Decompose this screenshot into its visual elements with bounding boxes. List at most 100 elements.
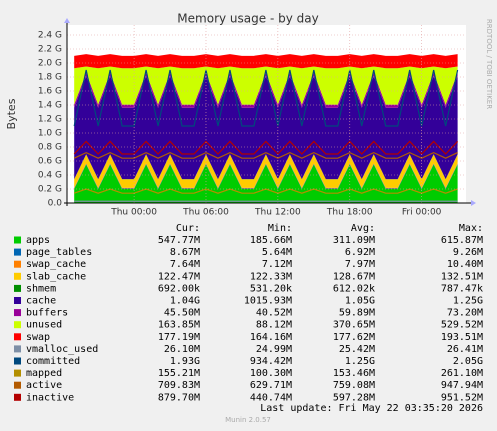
legend-stat: 7.12M	[262, 259, 292, 270]
legend-stat: 25.42M	[339, 344, 375, 355]
legend-stat: 177.62M	[333, 332, 375, 343]
legend-swatch	[14, 333, 21, 341]
legend-stat: 759.08M	[333, 380, 375, 391]
y-axis-label: Bytes	[5, 98, 18, 129]
legend-stat: 547.77M	[158, 235, 200, 246]
legend-swatch	[14, 236, 21, 244]
legend-stat: 440.74M	[250, 392, 292, 403]
legend-entry: unused	[26, 320, 62, 331]
area-swap	[74, 54, 458, 69]
y-tick-label: 1.2 G	[38, 115, 62, 125]
legend-stat: 529.52M	[441, 320, 483, 331]
legend-swatch	[14, 369, 21, 377]
legend-swatch	[14, 321, 21, 329]
legend-swatch	[14, 381, 21, 389]
legend-stat: 45.50M	[164, 308, 200, 319]
y-tick-label: 0.6 G	[38, 157, 62, 167]
legend-swatch	[14, 272, 21, 280]
y-tick-label: 0.2 G	[38, 185, 62, 195]
legend-entry: slab_cache	[26, 271, 86, 282]
legend-entry: cache	[26, 296, 56, 307]
legend-stat: 177.19M	[158, 332, 200, 343]
legend-stat: 59.89M	[339, 308, 375, 319]
legend-stat: 709.83M	[158, 380, 200, 391]
y-arrow	[64, 18, 70, 23]
legend-stat: 40.52M	[256, 308, 292, 319]
legend-stat: 7.97M	[345, 259, 375, 270]
area-slab_cache	[74, 154, 458, 188]
legend-swatch	[14, 248, 21, 256]
y-tick-label: 1.4 G	[38, 101, 62, 111]
legend-stat: 6.92M	[345, 247, 375, 258]
legend-entry: committed	[26, 356, 80, 367]
legend-header: Min:	[268, 223, 292, 234]
legend-stat: 597.28M	[333, 392, 375, 403]
legend-entry: apps	[26, 235, 50, 246]
area-unused	[74, 66, 458, 105]
legend-stat: 947.94M	[441, 380, 483, 391]
legend-header: Avg:	[351, 223, 375, 234]
legend-stat: 629.71M	[250, 380, 292, 391]
legend-swatch	[14, 284, 21, 292]
y-tick-label: 0.0	[48, 199, 63, 209]
legend-swatch	[14, 260, 21, 268]
x-arrow	[471, 200, 476, 206]
legend-stat: 311.09M	[333, 235, 375, 246]
legend-entry: active	[26, 380, 62, 391]
x-tick-label: Thu 06:00	[182, 208, 229, 218]
legend-swatch	[14, 345, 21, 353]
legend-entry: swap_cache	[26, 259, 86, 270]
legend-stat: 164.16M	[250, 332, 292, 343]
y-tick-label: 1.6 G	[38, 87, 62, 97]
legend-header: Max:	[459, 223, 483, 234]
x-tick-label: Thu 18:00	[326, 208, 373, 218]
y-tick-label: 2.2 G	[38, 45, 62, 55]
y-tick-label: 2.4 G	[38, 31, 62, 41]
legend-stat: 879.70M	[158, 392, 200, 403]
legend-stat: 10.40M	[447, 259, 483, 270]
legend-stat: 26.41M	[447, 344, 483, 355]
y-tick-label: 0.8 G	[38, 143, 62, 153]
legend-swatch	[14, 309, 21, 317]
legend-stat: 1015.93M	[244, 296, 292, 307]
x-tick-label: Thu 00:00	[110, 208, 157, 218]
side-label: RRDTOOL / TOBI OETIKER	[485, 19, 493, 109]
x-tick-label: Thu 12:00	[254, 208, 301, 218]
legend-stat: 1.25G	[453, 296, 483, 307]
legend-stat: 1.25G	[345, 356, 375, 367]
legend-stat: 26.10M	[164, 344, 200, 355]
legend-swatch	[14, 297, 21, 304]
chart-title: Memory usage - by day	[177, 12, 318, 26]
legend-stat: 261.10M	[441, 368, 483, 379]
legend-entry: inactive	[26, 392, 74, 403]
legend-stat: 934.42M	[250, 356, 292, 367]
legend-entry: vmalloc_used	[26, 344, 98, 355]
legend-stat: 88.12M	[256, 320, 292, 331]
legend-stat: 787.47k	[441, 283, 483, 294]
legend-stat: 1.05G	[345, 296, 375, 307]
legend-stat: 951.52M	[441, 392, 483, 403]
y-tick-label: 1.8 G	[38, 73, 62, 83]
legend-stat: 153.46M	[333, 368, 375, 379]
legend-stat: 2.05G	[453, 356, 483, 367]
y-tick-label: 1.0 G	[38, 129, 62, 139]
legend-stat: 8.67M	[170, 247, 200, 258]
line-committed	[73, 69, 459, 127]
legend-stat: 612.02k	[333, 283, 375, 294]
legend-swatch	[14, 393, 21, 401]
y-tick-label: 0.4 G	[38, 171, 62, 181]
legend-stat: 122.47M	[158, 271, 200, 282]
legend-stat: 24.99M	[256, 344, 292, 355]
legend-stat: 692.00k	[158, 283, 200, 294]
legend-stat: 163.85M	[158, 320, 200, 331]
legend-stat: 193.51M	[441, 332, 483, 343]
legend-entry: shmem	[26, 283, 56, 294]
legend-stat: 155.21M	[158, 368, 200, 379]
legend-stat: 9.26M	[453, 247, 483, 258]
legend-stat: 370.65M	[333, 320, 375, 331]
legend-stat: 1.04G	[170, 296, 200, 307]
legend-stat: 615.87M	[441, 235, 483, 246]
legend-stat: 7.64M	[170, 259, 200, 270]
legend-swatch	[14, 357, 21, 365]
